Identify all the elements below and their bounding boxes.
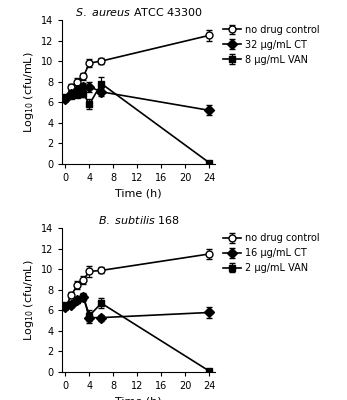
Title: $\it{B.\ subtilis}$ 168: $\it{B.\ subtilis}$ 168 — [98, 214, 180, 226]
X-axis label: Time (h): Time (h) — [116, 396, 162, 400]
Legend: no drug control, 16 μg/mL CT, 2 μg/mL VAN: no drug control, 16 μg/mL CT, 2 μg/mL VA… — [223, 233, 320, 273]
Y-axis label: Log$_{10}$ (cfu/mL): Log$_{10}$ (cfu/mL) — [22, 259, 35, 341]
Y-axis label: Log$_{10}$ (cfu/mL): Log$_{10}$ (cfu/mL) — [22, 51, 35, 133]
Title: $\it{S.\ aureus}$ ATCC 43300: $\it{S.\ aureus}$ ATCC 43300 — [75, 6, 203, 18]
X-axis label: Time (h): Time (h) — [116, 188, 162, 198]
Legend: no drug control, 32 μg/mL CT, 8 μg/mL VAN: no drug control, 32 μg/mL CT, 8 μg/mL VA… — [223, 25, 320, 64]
